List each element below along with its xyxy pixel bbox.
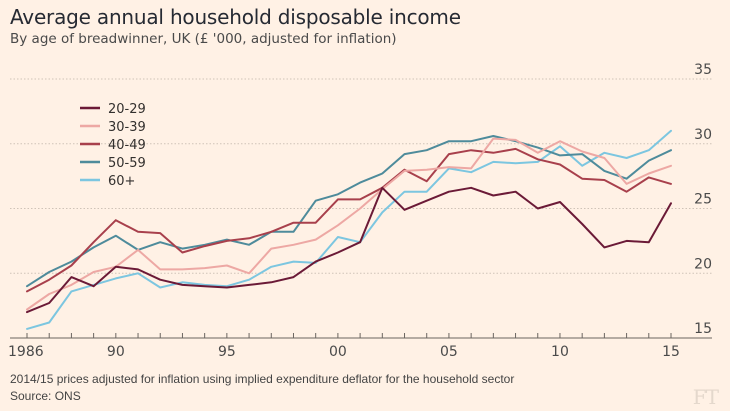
y-tick-label: 35 xyxy=(694,62,712,78)
series-line-30-39 xyxy=(26,137,672,311)
x-tick-label: 15 xyxy=(662,344,680,360)
x-tick-label: 1986 xyxy=(8,344,44,360)
chart-title: Average annual household disposable inco… xyxy=(10,5,461,29)
x-tick-label: 90 xyxy=(107,344,125,360)
y-tick-label: 25 xyxy=(694,192,712,208)
x-tick-label: 05 xyxy=(440,344,458,360)
ft-logo: FT xyxy=(692,385,719,409)
legend-label: 30-39 xyxy=(108,120,146,135)
x-tick-label: 95 xyxy=(218,344,236,360)
x-tick-label: 00 xyxy=(329,344,347,360)
series-line-20-29 xyxy=(26,186,672,314)
chart-subtitle: By age of breadwinner, UK (£ '000, adjus… xyxy=(10,31,397,47)
footnote: 2014/15 prices adjusted for inflation us… xyxy=(10,372,515,386)
source-note: Source: ONS xyxy=(10,389,81,403)
y-tick-label: 30 xyxy=(694,127,712,143)
series-line-50-59 xyxy=(26,135,672,288)
legend: 20-29 30-39 40-49 50-59 60+ xyxy=(80,102,146,189)
y-axis-labels: 15 20 25 30 35 xyxy=(694,62,712,337)
legend-label: 20-29 xyxy=(108,102,146,117)
series-line-40-49 xyxy=(26,147,672,293)
series-lines xyxy=(26,129,672,330)
legend-label: 50-59 xyxy=(108,156,146,171)
x-tick-label: 10 xyxy=(551,344,569,360)
y-tick-label: 15 xyxy=(694,321,712,337)
legend-label: 60+ xyxy=(108,174,135,189)
y-tick-label: 20 xyxy=(694,256,712,272)
x-axis: 1986 90 95 00 05 10 15 xyxy=(8,333,712,360)
legend-label: 40-49 xyxy=(108,138,146,153)
series-line-60plus xyxy=(26,129,672,330)
